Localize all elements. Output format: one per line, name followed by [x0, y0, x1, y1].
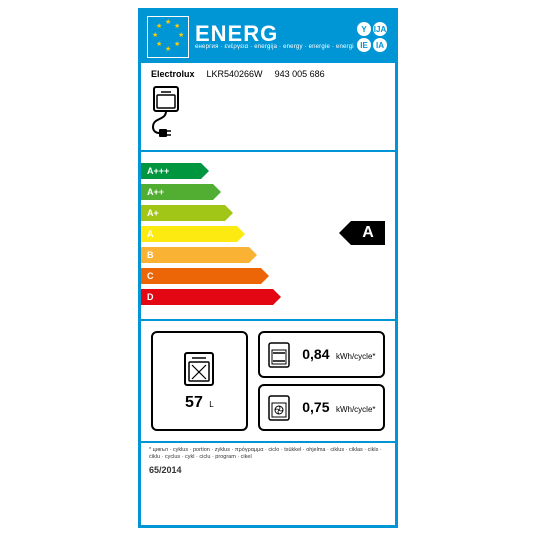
lang-code: IJA [373, 22, 387, 36]
efficiency-bar-row: A++ [141, 183, 395, 201]
lang-code: IE [357, 38, 371, 52]
oven-icon-section [141, 81, 395, 152]
fan-unit: kWh/cycle* [336, 405, 376, 414]
efficiency-bar: D [141, 289, 273, 305]
efficiency-bar: B [141, 247, 249, 263]
volume-box: 57 L [151, 331, 248, 431]
lang-code: IA [373, 38, 387, 52]
efficiency-bar-row: B [141, 246, 395, 264]
efficiency-bar: C [141, 268, 261, 284]
lang-codes: Y IJA IE IA [357, 22, 387, 52]
rating-value: A [351, 221, 385, 245]
header-text: ENERG енергия · ενέργεια · energija · en… [195, 24, 354, 50]
brand: Electrolux [151, 69, 195, 79]
efficiency-bar: A+ [141, 205, 225, 221]
footer-note: * цикъл · cyklus · portion · zyklus · πρ… [149, 447, 387, 461]
oven-volume-icon [182, 350, 216, 388]
conventional-box: 0,84 kWh/cycle* [258, 331, 385, 378]
product-code: 943 005 686 [275, 69, 325, 79]
efficiency-bar-row: A+++ [141, 162, 395, 180]
product-row: Electrolux LKR540266W 943 005 686 [141, 63, 395, 81]
fan-value: 0,75 [302, 399, 329, 415]
efficiency-bar: A [141, 226, 237, 242]
energy-title: ENERG [195, 24, 354, 44]
conventional-value-row: 0,84 kWh/cycle* [302, 346, 375, 364]
conventional-unit: kWh/cycle* [336, 352, 376, 361]
eu-flag-icon: ★ ★ ★ ★ ★ ★ ★ ★ [147, 16, 189, 58]
efficiency-bar-row: D [141, 288, 395, 306]
volume-unit: L [209, 400, 213, 409]
efficiency-bar-row: C [141, 267, 395, 285]
energy-label: ★ ★ ★ ★ ★ ★ ★ ★ ENERG енергия · ενέργεια… [138, 8, 398, 528]
volume-value: 57 [185, 394, 203, 411]
efficiency-bar: A+++ [141, 163, 201, 179]
oven-plug-icon [151, 85, 191, 137]
energy-subtitle: енергия · ενέργεια · energija · energy ·… [195, 44, 354, 50]
specs-section: 57 L 0,84 kWh/cycle* [141, 321, 395, 443]
efficiency-bars: A+++A++A+ABCD A [141, 152, 395, 321]
fan-value-row: 0,75 kWh/cycle* [302, 399, 375, 417]
rating-arrow: A [339, 221, 385, 245]
header: ★ ★ ★ ★ ★ ★ ★ ★ ENERG енергия · ενέργεια… [141, 11, 395, 63]
conventional-value: 0,84 [302, 346, 329, 362]
efficiency-bar-row: A+ [141, 204, 395, 222]
lang-code: Y [357, 22, 371, 36]
efficiency-bar: A++ [141, 184, 213, 200]
conventional-icon [267, 341, 291, 369]
regulation: 65/2014 [149, 465, 387, 477]
volume-value-row: 57 L [185, 394, 214, 412]
fan-box: 0,75 kWh/cycle* [258, 384, 385, 431]
footer: * цикъл · cyklus · portion · zyklus · πρ… [141, 443, 395, 481]
fan-icon [267, 394, 291, 422]
model: LKR540266W [207, 69, 263, 79]
